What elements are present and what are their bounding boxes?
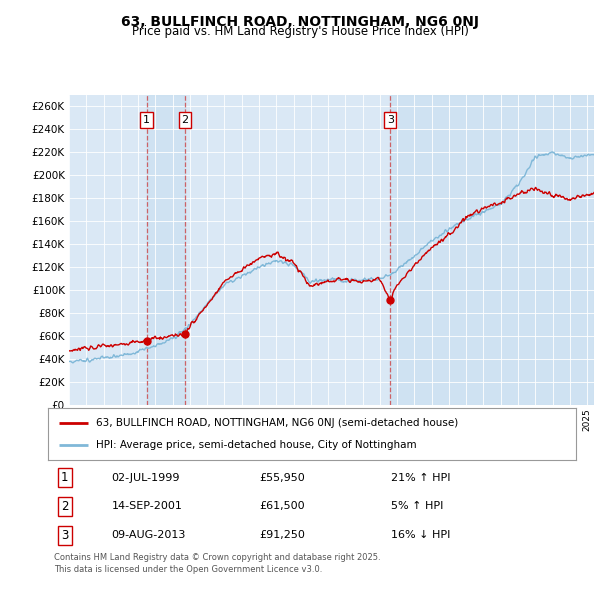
Text: £55,950: £55,950 — [259, 473, 305, 483]
Text: 1: 1 — [143, 115, 150, 125]
Text: 21% ↑ HPI: 21% ↑ HPI — [391, 473, 451, 483]
Text: 3: 3 — [387, 115, 394, 125]
Bar — [147, 95, 185, 405]
Text: 63, BULLFINCH ROAD, NOTTINGHAM, NG6 0NJ (semi-detached house): 63, BULLFINCH ROAD, NOTTINGHAM, NG6 0NJ … — [95, 418, 458, 428]
Bar — [390, 95, 594, 405]
Text: 02-JUL-1999: 02-JUL-1999 — [112, 473, 180, 483]
Text: Price paid vs. HM Land Registry's House Price Index (HPI): Price paid vs. HM Land Registry's House … — [131, 25, 469, 38]
Text: 2: 2 — [61, 500, 68, 513]
Text: 16% ↓ HPI: 16% ↓ HPI — [391, 530, 451, 540]
Text: 14-SEP-2001: 14-SEP-2001 — [112, 502, 182, 512]
Text: HPI: Average price, semi-detached house, City of Nottingham: HPI: Average price, semi-detached house,… — [95, 440, 416, 450]
Text: 3: 3 — [61, 529, 68, 542]
Text: 1: 1 — [61, 471, 68, 484]
Text: £91,250: £91,250 — [259, 530, 305, 540]
Text: £61,500: £61,500 — [259, 502, 305, 512]
Text: 63, BULLFINCH ROAD, NOTTINGHAM, NG6 0NJ: 63, BULLFINCH ROAD, NOTTINGHAM, NG6 0NJ — [121, 15, 479, 29]
Text: 5% ↑ HPI: 5% ↑ HPI — [391, 502, 443, 512]
Text: Contains HM Land Registry data © Crown copyright and database right 2025.
This d: Contains HM Land Registry data © Crown c… — [54, 553, 380, 573]
Text: 09-AUG-2013: 09-AUG-2013 — [112, 530, 186, 540]
Text: 2: 2 — [181, 115, 188, 125]
